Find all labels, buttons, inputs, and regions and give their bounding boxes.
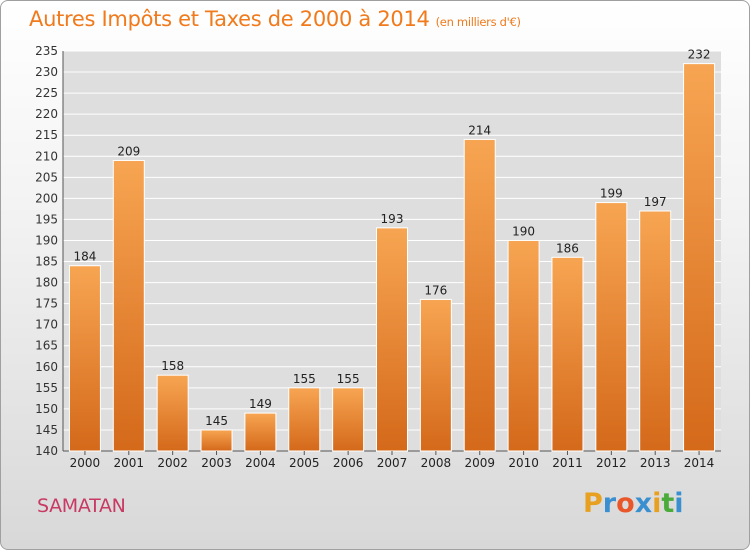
proxiti-logo: Proxiti bbox=[583, 488, 684, 519]
y-tick-label: 190 bbox=[35, 233, 58, 247]
y-tick-label: 160 bbox=[35, 360, 58, 374]
y-tick-label: 180 bbox=[35, 276, 58, 290]
data-label: 199 bbox=[600, 187, 623, 201]
y-tick-label: 195 bbox=[35, 212, 58, 226]
y-tick-label: 230 bbox=[35, 65, 58, 79]
city-label: SAMATAN bbox=[37, 495, 126, 517]
x-tick-label: 2009 bbox=[464, 456, 495, 470]
data-label: 176 bbox=[424, 283, 447, 297]
y-tick-label: 170 bbox=[35, 318, 58, 332]
x-tick-label: 2004 bbox=[245, 456, 276, 470]
bar-2005 bbox=[288, 387, 321, 452]
y-tick-label: 220 bbox=[35, 107, 58, 121]
title-subtitle: (en milliers d'€) bbox=[435, 15, 521, 29]
data-label: 190 bbox=[512, 224, 535, 238]
y-tick-label: 215 bbox=[35, 128, 58, 142]
data-label: 145 bbox=[205, 414, 228, 428]
data-label: 209 bbox=[117, 144, 140, 158]
data-label: 214 bbox=[468, 123, 491, 137]
y-tick-label: 145 bbox=[35, 423, 58, 437]
data-label: 184 bbox=[73, 250, 96, 264]
bar-2002 bbox=[156, 374, 189, 452]
data-label: 155 bbox=[337, 372, 360, 386]
y-tick-label: 200 bbox=[35, 191, 58, 205]
bar-2011 bbox=[551, 256, 584, 452]
bar-2012 bbox=[595, 202, 628, 452]
x-tick-label: 2013 bbox=[640, 456, 671, 470]
x-tick-label: 2012 bbox=[596, 456, 627, 470]
logo-letter: i bbox=[674, 488, 684, 519]
bar-2007 bbox=[376, 227, 408, 452]
y-tick-label: 175 bbox=[35, 297, 58, 311]
x-tick-label: 2011 bbox=[552, 456, 583, 470]
x-tick-label: 2000 bbox=[70, 456, 101, 470]
bar-2014 bbox=[683, 63, 716, 452]
x-tick-label: 2008 bbox=[421, 456, 452, 470]
data-label: 197 bbox=[644, 195, 667, 209]
y-tick-label: 155 bbox=[35, 381, 58, 395]
logo-letter: x bbox=[634, 488, 653, 519]
bar-2004 bbox=[244, 412, 277, 452]
logo-letter: i bbox=[652, 488, 662, 519]
logo-letter: t bbox=[661, 488, 675, 519]
data-label: 186 bbox=[556, 241, 579, 255]
data-label: 158 bbox=[161, 359, 184, 373]
x-tick-label: 2003 bbox=[201, 456, 232, 470]
x-tick-label: 2007 bbox=[377, 456, 408, 470]
chart-title: Autres Impôts et Taxes de 2000 à 2014 (en… bbox=[29, 7, 521, 31]
x-tick-label: 2010 bbox=[508, 456, 539, 470]
logo-letter: o bbox=[616, 488, 635, 519]
x-tick-label: 2005 bbox=[289, 456, 320, 470]
bar-2008 bbox=[419, 298, 452, 452]
x-tick-label: 2002 bbox=[157, 456, 188, 470]
data-label: 155 bbox=[293, 372, 316, 386]
x-tick-label: 2001 bbox=[114, 456, 145, 470]
title-main: Autres Impôts et Taxes de 2000 à 2014 bbox=[29, 7, 430, 31]
y-tick-label: 150 bbox=[35, 402, 58, 416]
y-tick-label: 225 bbox=[35, 86, 58, 100]
x-tick-label: 2006 bbox=[333, 456, 364, 470]
logo-letter: P bbox=[583, 488, 603, 519]
logo-letter: r bbox=[602, 488, 617, 519]
y-tick-label: 140 bbox=[35, 444, 58, 458]
bar-2013 bbox=[639, 210, 672, 452]
y-tick-label: 185 bbox=[35, 255, 58, 269]
y-tick-label: 235 bbox=[35, 44, 58, 58]
data-label: 193 bbox=[381, 212, 404, 226]
y-tick-label: 210 bbox=[35, 149, 58, 163]
data-label: 149 bbox=[249, 397, 272, 411]
bar-2009 bbox=[463, 138, 496, 452]
bar-2010 bbox=[507, 239, 540, 452]
bar-2006 bbox=[332, 387, 365, 452]
bar-2001 bbox=[112, 159, 145, 452]
data-label: 232 bbox=[688, 48, 711, 62]
y-tick-label: 205 bbox=[35, 170, 58, 184]
bar-2003 bbox=[200, 429, 233, 452]
bar-2000 bbox=[68, 265, 101, 452]
x-tick-label: 2014 bbox=[684, 456, 715, 470]
y-tick-label: 165 bbox=[35, 339, 58, 353]
